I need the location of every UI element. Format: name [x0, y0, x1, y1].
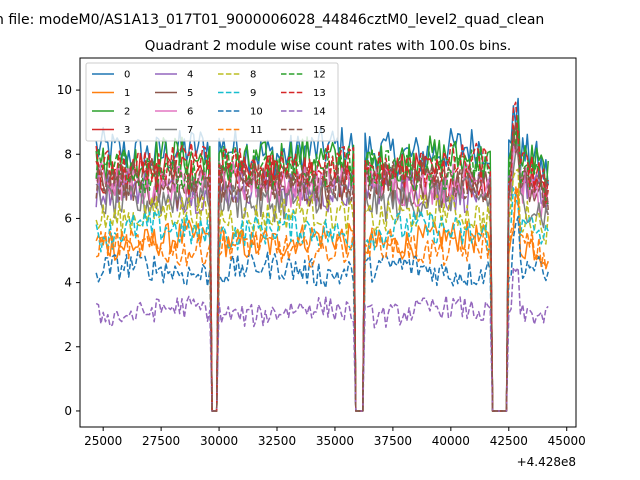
y-tick-label: 4: [64, 276, 72, 290]
legend-label-9: 9: [250, 88, 256, 99]
legend-label-7: 7: [187, 125, 193, 136]
y-tick-label: 2: [64, 340, 72, 354]
legend-label-12: 12: [313, 70, 326, 81]
series-line-8: [95, 168, 549, 412]
legend-label-13: 13: [313, 88, 326, 99]
legend-label-11: 11: [250, 125, 263, 136]
legend-label-8: 8: [250, 70, 256, 81]
legend-label-0: 0: [124, 70, 130, 81]
x-tick-label: 37500: [374, 434, 412, 448]
legend-label-6: 6: [187, 107, 193, 118]
legend-box: [85, 62, 339, 142]
chart-title: Quadrant 2 module wise count rates with …: [145, 38, 511, 54]
y-axis: 0 2 4 6 8 10: [57, 83, 80, 418]
x-tick-label: 30000: [200, 434, 238, 448]
x-tick-label: 25000: [84, 434, 122, 448]
legend-label-1: 1: [124, 88, 130, 99]
x-tick-label: 40000: [432, 434, 470, 448]
figure-suptitle: n file: modeM0/AS1A13_017T01_9000006028_…: [0, 12, 544, 28]
series-line-15: [95, 129, 549, 412]
legend-label-2: 2: [124, 107, 130, 118]
legend-label-14: 14: [313, 107, 326, 118]
x-offset-label: +4.428e8: [517, 455, 576, 469]
legend-label-5: 5: [187, 88, 193, 99]
series-layer: [95, 97, 549, 412]
y-tick-label: 10: [57, 83, 72, 97]
x-axis: 25000 27500 30000 32500 35000 37500 40000 42500…: [84, 427, 586, 448]
y-tick-label: 0: [64, 404, 72, 418]
x-tick-label: 27500: [142, 434, 180, 448]
legend-label-10: 10: [250, 107, 263, 118]
series-line-7: [95, 138, 549, 412]
series-line-9: [95, 187, 549, 412]
x-tick-label: 42500: [490, 434, 528, 448]
x-tick-label: 35000: [316, 434, 354, 448]
series-line-14: [95, 266, 549, 412]
y-tick-label: 8: [64, 147, 72, 161]
x-tick-label: 45000: [548, 434, 586, 448]
series-line-10: [95, 215, 549, 412]
series-line-13: [95, 101, 549, 412]
legend-label-15: 15: [313, 125, 326, 136]
series-line-11: [95, 185, 549, 412]
y-tick-label: 6: [64, 211, 72, 225]
series-line-12: [95, 114, 549, 412]
plot-frame: [79, 57, 577, 428]
x-tick-label: 32500: [258, 434, 296, 448]
legend-label-3: 3: [124, 125, 130, 136]
legend-label-4: 4: [187, 70, 193, 81]
